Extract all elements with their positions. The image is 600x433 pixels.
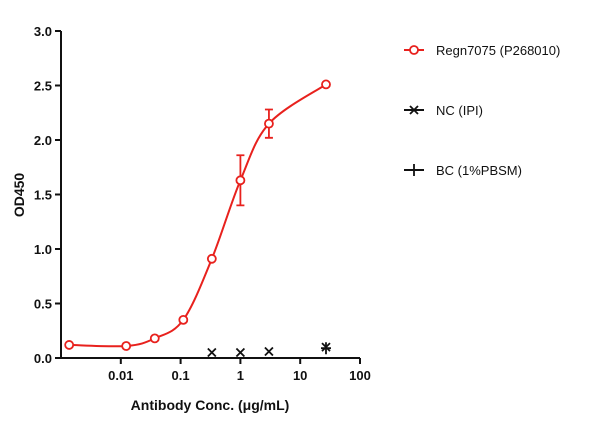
- y-tick-label: 1.0: [34, 242, 52, 257]
- x-tick-label: 0.1: [172, 368, 190, 383]
- data-point: [264, 346, 274, 357]
- x-axis-label: Antibody Conc. (μg/mL): [131, 397, 290, 413]
- fit-curve: [69, 83, 327, 348]
- y-tick-label: 2.0: [34, 133, 52, 148]
- y-tick-label: 0.5: [34, 297, 52, 312]
- legend-marker: [409, 164, 419, 176]
- data-point: [64, 340, 75, 350]
- data-point: [178, 314, 189, 325]
- x-tick-label: 0.01: [108, 368, 133, 383]
- data-point: [207, 347, 217, 358]
- y-axis-label: OD450: [11, 173, 27, 218]
- x-tick-label: 1: [237, 368, 244, 383]
- data-point: [320, 342, 331, 355]
- data-point: [235, 347, 246, 358]
- y-tick-label: 1.5: [34, 188, 52, 203]
- x-tick-label: 10: [293, 368, 307, 383]
- data-point: [264, 118, 274, 129]
- legend-label: Regn7075 (P268010): [436, 43, 560, 58]
- legend-label: NC (IPI): [436, 103, 483, 118]
- y-tick-label: 2.5: [34, 79, 52, 94]
- legend-marker: [409, 45, 419, 55]
- data-point: [149, 333, 160, 344]
- data-point: [121, 341, 132, 351]
- x-tick-label: 100: [349, 368, 371, 383]
- data-point: [206, 253, 217, 264]
- y-tick-label: 0.0: [34, 351, 52, 366]
- data-point: [321, 79, 331, 90]
- legend-marker: [409, 105, 419, 115]
- data-point: [235, 175, 246, 186]
- y-tick-label: 3.0: [34, 24, 52, 39]
- legend-label: BC (1%PBSM): [436, 163, 522, 178]
